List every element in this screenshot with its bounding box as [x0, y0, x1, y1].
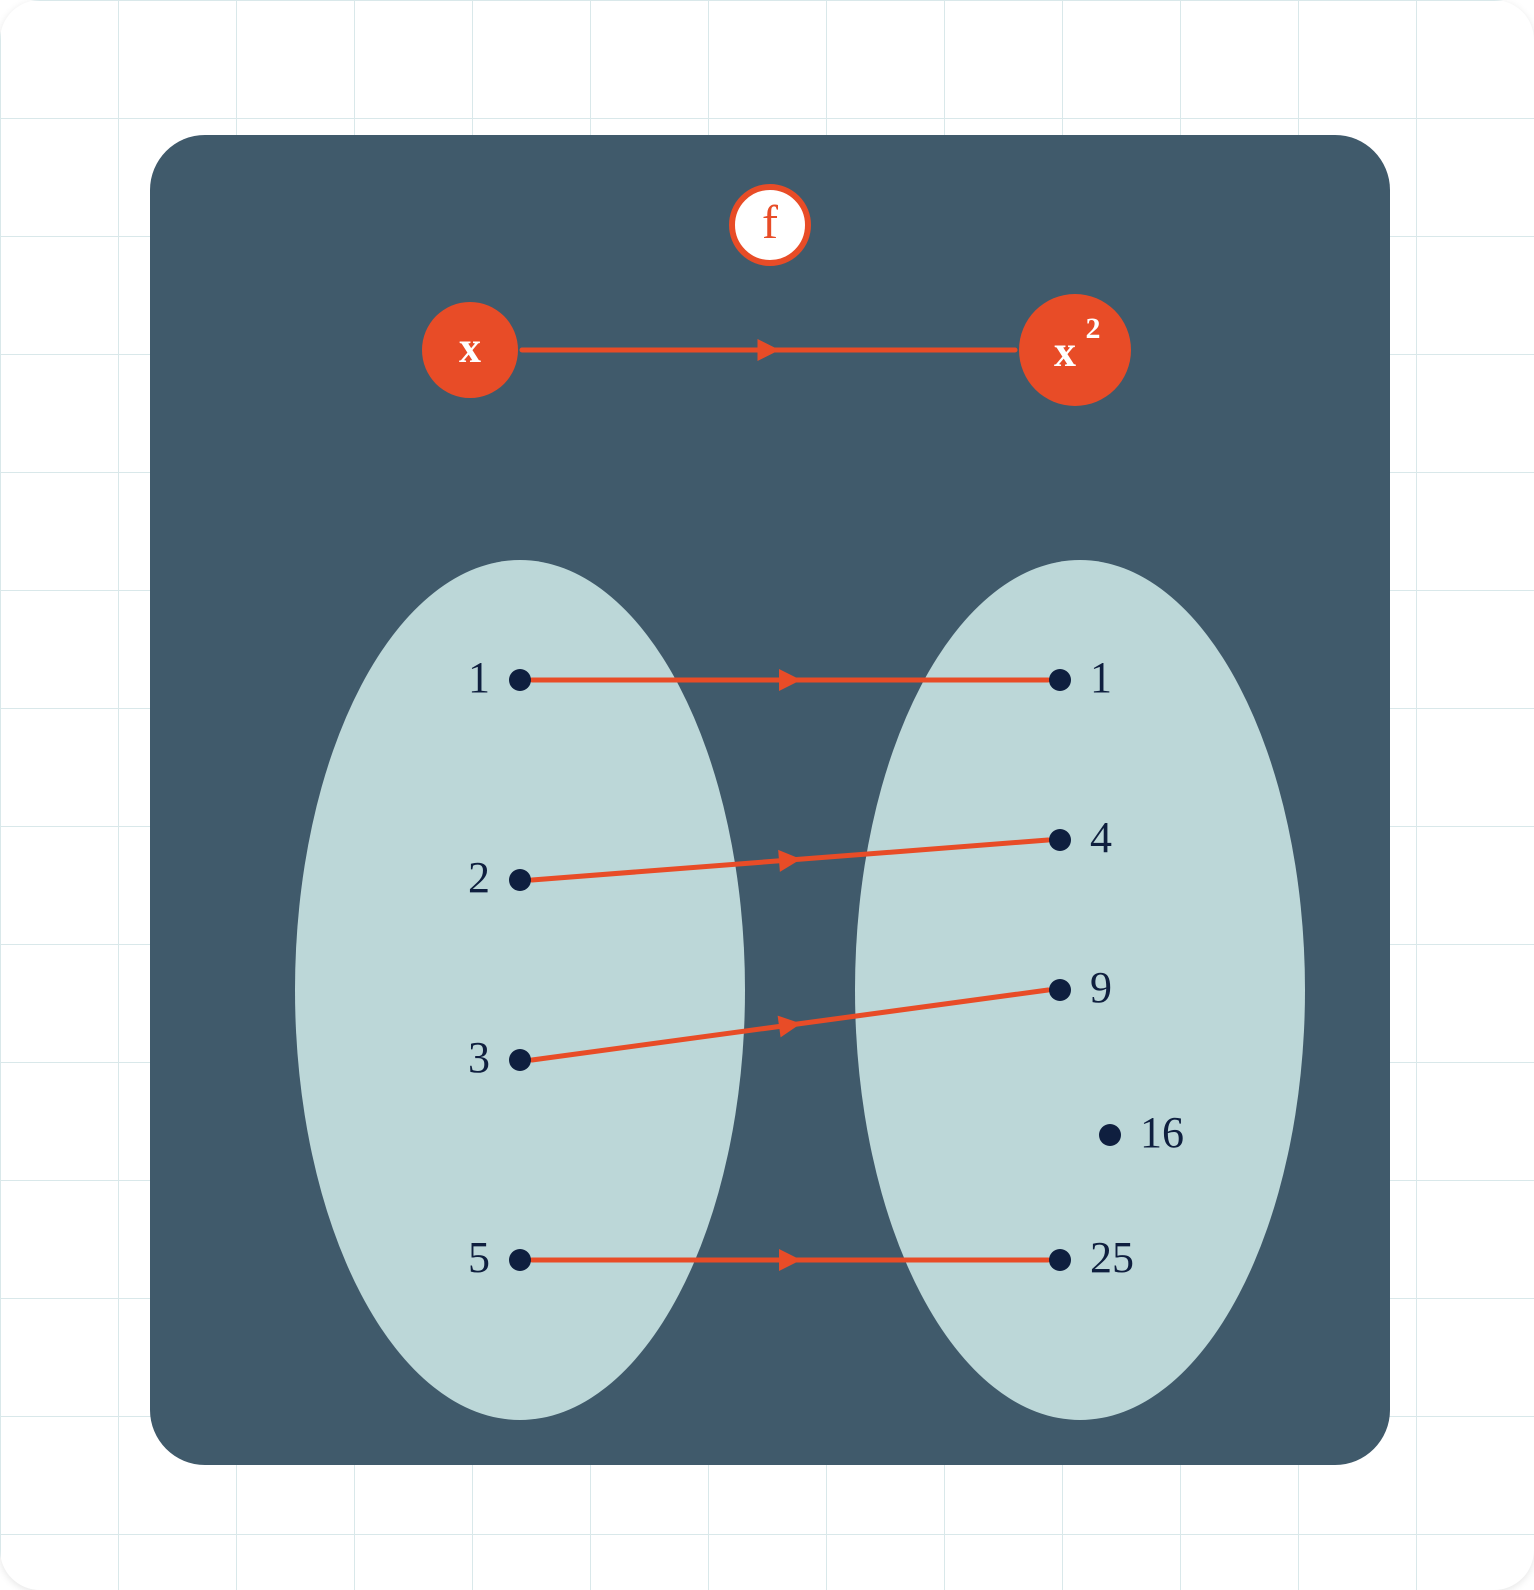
domain-point-label: 5 [468, 1233, 490, 1282]
codomain-point [1049, 669, 1071, 691]
codomain-point-label: 16 [1140, 1108, 1184, 1157]
outer-card: fxx212351491625 [0, 0, 1534, 1590]
codomain-point [1049, 829, 1071, 851]
domain-point [509, 1049, 531, 1071]
header-codomain-label: x [1054, 327, 1076, 376]
codomain-ellipse [855, 560, 1305, 1420]
function-badge-label: f [762, 196, 778, 249]
domain-point-label: 1 [468, 653, 490, 702]
codomain-point [1099, 1124, 1121, 1146]
codomain-point-label: 25 [1090, 1233, 1134, 1282]
domain-point-label: 2 [468, 853, 490, 902]
domain-point [509, 1249, 531, 1271]
codomain-point-label: 4 [1090, 813, 1112, 862]
domain-point [509, 869, 531, 891]
diagram-panel: fxx212351491625 [150, 135, 1390, 1465]
domain-point [509, 669, 531, 691]
codomain-point-label: 1 [1090, 653, 1112, 702]
codomain-point-label: 9 [1090, 963, 1112, 1012]
mapping-diagram: fxx212351491625 [150, 135, 1390, 1465]
header-domain-label: x [459, 323, 481, 372]
codomain-point [1049, 1249, 1071, 1271]
codomain-point [1049, 979, 1071, 1001]
header-codomain-sup: 2 [1086, 312, 1101, 345]
domain-point-label: 3 [468, 1033, 490, 1082]
